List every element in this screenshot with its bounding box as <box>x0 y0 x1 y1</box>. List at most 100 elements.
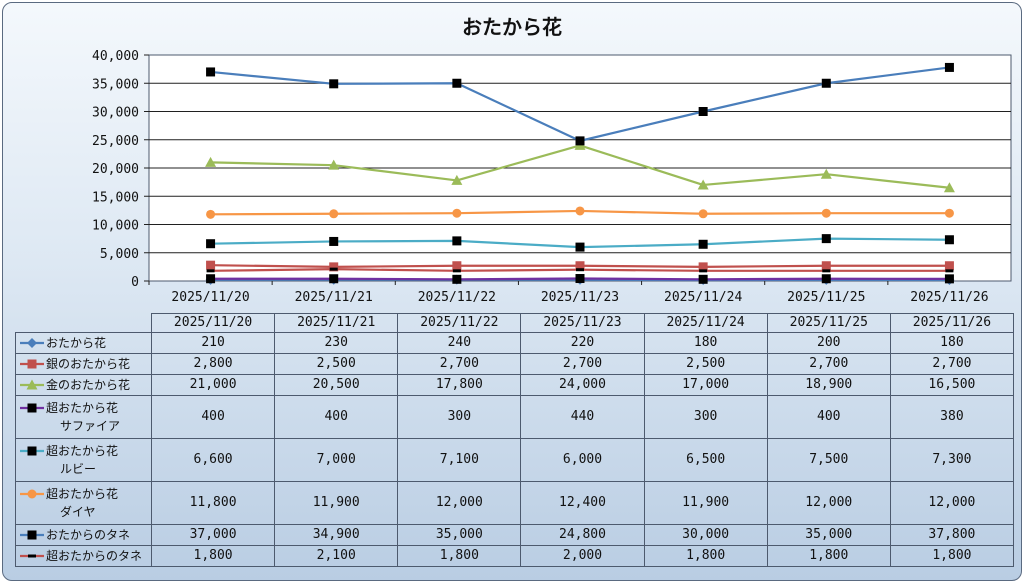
legend-marker <box>27 403 37 413</box>
table-cell: 7,100 <box>397 438 522 482</box>
table-cell: 20,500 <box>274 374 399 396</box>
table-cell: 12,000 <box>766 481 891 525</box>
data-point <box>821 274 831 284</box>
series-5 <box>206 234 954 252</box>
data-point <box>698 262 708 272</box>
table-row: おたからのタネ 37,000 34,900 35,000 24,800 30,000 35,… <box>15 524 1014 546</box>
legend-entry: 超おたから花 サファイア <box>15 395 152 439</box>
table-cell: 2,800 <box>150 353 276 375</box>
x-tick-label: 2025/11/22 <box>418 290 496 303</box>
table-cell: 210 <box>150 332 276 354</box>
legend-label-line1: 金のおたから花 <box>46 378 131 392</box>
y-tick-label: 15,000 <box>92 190 139 205</box>
legend-entry: おたから花 <box>15 332 152 354</box>
legend-entry: 銀のおたから花 <box>15 353 152 375</box>
data-point <box>452 236 462 246</box>
table-row: 金のおたから花 21,000 20,500 17,800 24,000 17,000 18,… <box>15 374 1014 396</box>
data-point <box>206 67 216 77</box>
legend-entry: 超おたからのタネ <box>15 545 152 567</box>
legend-label-line1: 超おたから花 <box>46 444 119 458</box>
table-header-cell: 2025/11/24 <box>643 313 768 333</box>
data-point <box>575 261 585 271</box>
table-cell: 24,000 <box>520 374 645 396</box>
data-point <box>698 239 708 249</box>
table-row: 超おたから花 ダイヤ 11,800 11,900 12,000 12,400 11,900 1… <box>15 481 1014 525</box>
table-cell: 7,500 <box>766 438 891 482</box>
data-point <box>329 236 339 246</box>
data-point <box>452 261 462 271</box>
legend-label-line1: おたからのタネ <box>46 528 131 542</box>
table-cell: 37,800 <box>889 524 1014 546</box>
table-header-cell: 2025/11/22 <box>397 313 522 333</box>
table-cell: 200 <box>766 332 891 354</box>
table-cell: 30,000 <box>643 524 768 546</box>
data-point <box>698 107 708 116</box>
table-cell: 37,000 <box>150 524 276 546</box>
table-header-cell: 2025/11/25 <box>766 313 891 333</box>
x-tick-label: 2025/11/21 <box>295 290 373 303</box>
table-cell: 12,000 <box>889 481 1014 525</box>
legend-marker <box>26 379 38 390</box>
chart-plot: 0 5,000 10,000 15,000 20,000 25,000 30,000 35,0… <box>92 49 1012 303</box>
x-tick-label: 2025/11/25 <box>787 290 865 303</box>
table-cell: 35,000 <box>766 524 891 546</box>
x-tick-label: 2025/11/23 <box>541 290 619 303</box>
table-cell: 11,900 <box>274 481 399 525</box>
data-point <box>206 274 216 284</box>
data-point <box>452 208 462 218</box>
x-tick-label: 2025/11/26 <box>910 290 988 303</box>
legend-key <box>20 403 44 413</box>
legend-label-line1: 超おたからのタネ <box>46 549 143 563</box>
table-corner <box>16 314 152 333</box>
table-cell: 12,000 <box>397 481 522 525</box>
table-cell: 2,700 <box>397 353 522 375</box>
legend-key <box>20 554 44 558</box>
data-point <box>329 262 339 272</box>
legend-marker <box>27 446 37 456</box>
legend-label: おたからのタネ <box>46 526 130 544</box>
table-cell: 1,800 <box>766 545 891 567</box>
data-point <box>452 269 461 273</box>
data-point <box>206 260 216 270</box>
legend-label-line1: 超おたから花 <box>46 401 119 415</box>
y-tick-label: 0 <box>131 275 139 290</box>
data-point <box>206 269 215 273</box>
legend-label-line2: ルビー <box>60 462 97 476</box>
legend-marker <box>27 489 37 499</box>
table-cell: 2,700 <box>766 353 891 375</box>
legend-key <box>20 379 44 390</box>
data-point <box>451 174 463 185</box>
x-tick-label: 2025/11/20 <box>171 290 249 303</box>
table-cell: 17,000 <box>643 374 768 396</box>
table-cell: 6,600 <box>150 438 276 482</box>
data-point <box>698 274 708 284</box>
legend-label: 金のおたから花 <box>46 376 130 394</box>
data-point <box>205 156 217 167</box>
legend-marker <box>28 554 36 558</box>
data-point <box>329 209 339 219</box>
table-row: 超おたから花 サファイア 400 400 300 440 300 400 380 <box>15 395 1014 439</box>
legend-label: 銀のおたから花 <box>46 355 130 373</box>
legend-marker <box>27 338 37 348</box>
table-cell: 11,900 <box>643 481 768 525</box>
table-cell: 400 <box>766 395 891 439</box>
data-point <box>698 209 708 219</box>
table-header-row: 2025/11/20 2025/11/21 2025/11/22 2025/11/23… <box>16 313 1014 333</box>
data-point <box>452 274 462 284</box>
table-cell: 220 <box>520 332 645 354</box>
table-cell: 2,100 <box>274 545 399 567</box>
data-point <box>821 78 831 88</box>
table-cell: 300 <box>643 395 768 439</box>
table-header-cell: 2025/11/26 <box>889 313 1014 333</box>
data-point <box>329 274 339 284</box>
table-cell: 1,800 <box>397 545 522 567</box>
table-cell: 440 <box>520 395 645 439</box>
table-header-cell: 2025/11/23 <box>520 313 645 333</box>
data-point <box>944 261 954 271</box>
table-row: 超おたから花 ルビー 6,600 7,000 7,100 6,000 6,500 7,500 7… <box>15 438 1014 482</box>
data-point <box>821 234 831 244</box>
table-cell: 34,900 <box>274 524 399 546</box>
chart-title: おたから花 <box>462 15 562 39</box>
data-point <box>575 136 585 146</box>
table-cell: 18,900 <box>766 374 891 396</box>
